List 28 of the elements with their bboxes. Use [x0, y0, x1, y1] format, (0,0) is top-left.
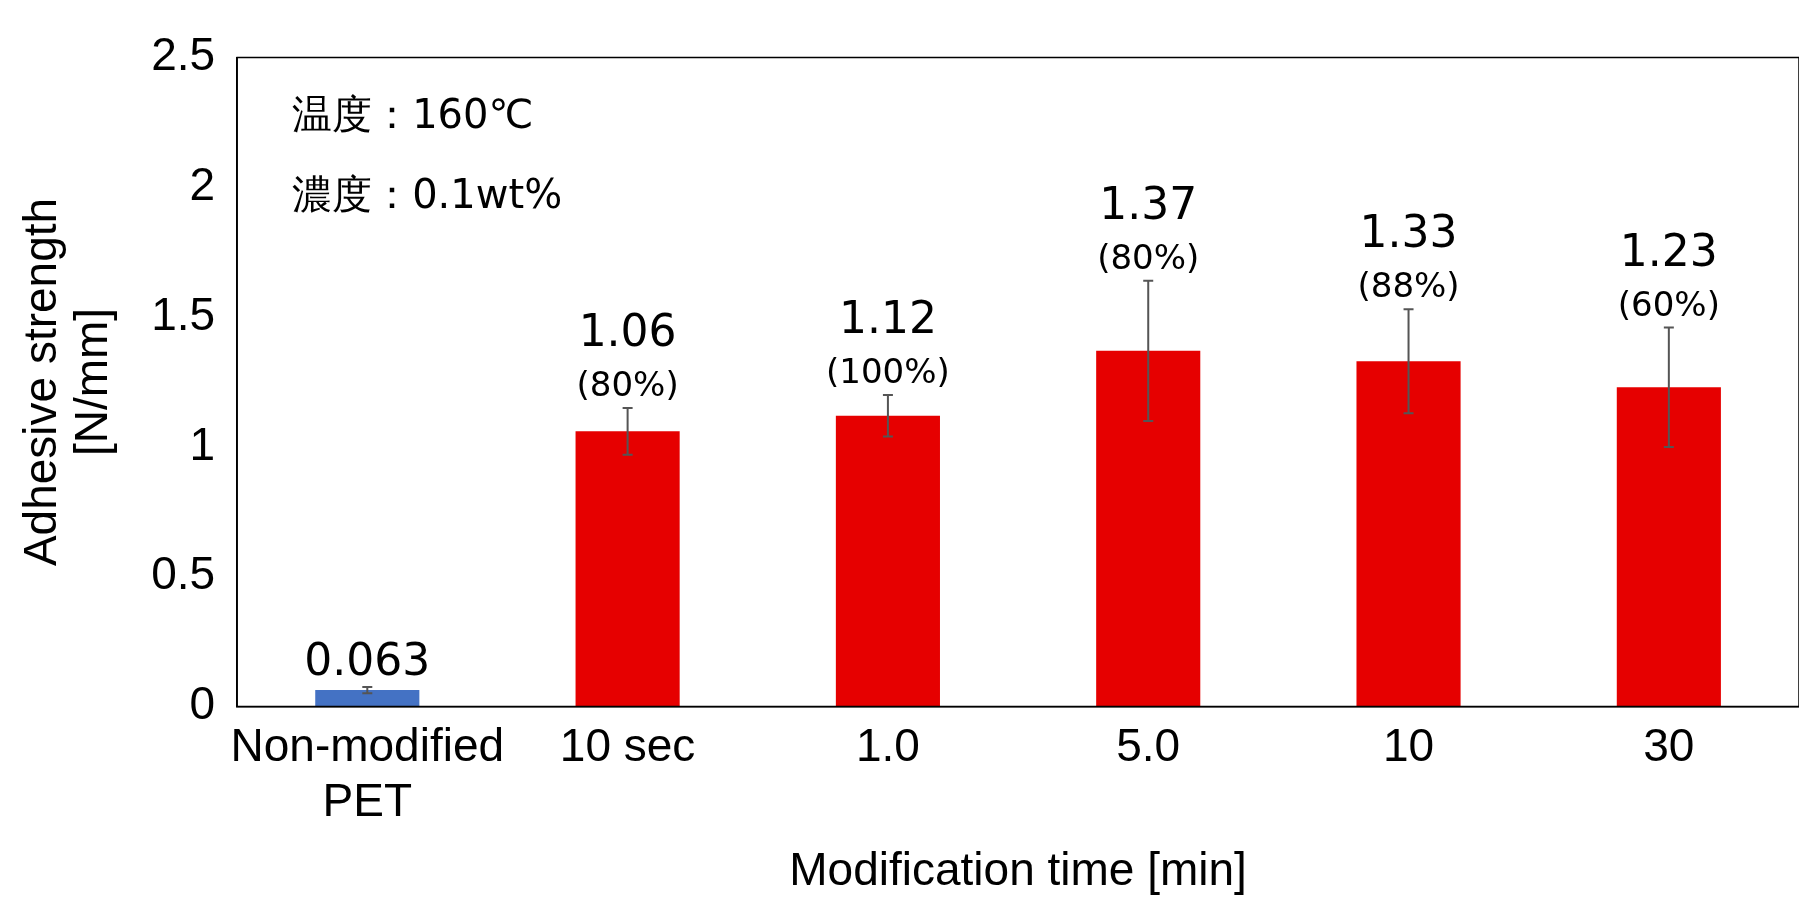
annotation: 温度：160℃	[292, 90, 534, 137]
annotation: 濃度：0.1wt%	[292, 170, 563, 217]
bar	[315, 690, 420, 707]
bar	[1356, 361, 1461, 707]
data-label: 0.063	[304, 633, 431, 685]
data-label: 1.23 (60%)	[1617, 224, 1720, 324]
y-tick-label: 1	[189, 417, 216, 470]
x-tick-label: 1.0	[855, 718, 920, 771]
x-tick-label: 5.0	[1116, 718, 1181, 771]
x-tick-label: 30	[1643, 718, 1695, 771]
data-label: 1.33 (88%)	[1357, 206, 1460, 306]
y-tick-label: 2.5	[151, 28, 216, 81]
data-label: 1.12 (100%)	[826, 291, 950, 391]
data-label: 1.06 (80%)	[576, 304, 679, 404]
bar	[575, 431, 680, 707]
data-label: 1.37 (80%)	[1097, 177, 1200, 277]
y-tick-label: 1.5	[151, 287, 216, 340]
x-tick-label: 10 sec	[559, 718, 696, 771]
bar	[835, 415, 940, 707]
bar	[1616, 387, 1721, 707]
y-tick-label: 2	[189, 158, 216, 211]
x-tick-label: 10	[1382, 718, 1435, 771]
y-tick-label: 0.5	[151, 547, 216, 600]
bar	[1096, 350, 1201, 707]
y-tick-label: 0	[189, 677, 216, 730]
x-tick-label: Non-modified PET	[230, 718, 505, 826]
y-axis-title: Adhesive strength [N/mm]	[13, 197, 117, 567]
x-axis-title: Modification time [min]	[789, 843, 1247, 896]
